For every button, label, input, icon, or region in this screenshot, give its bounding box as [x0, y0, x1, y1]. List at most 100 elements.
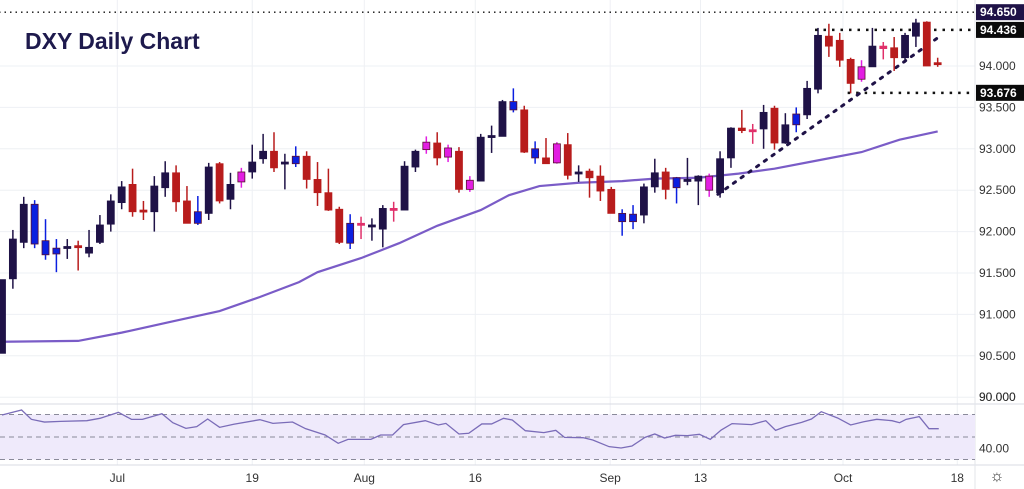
candle — [368, 218, 376, 241]
candle-body — [117, 186, 126, 204]
candle-body — [596, 175, 605, 192]
candle-body — [465, 179, 474, 190]
price-tick-label: 90.500 — [979, 349, 1016, 363]
candle-body — [661, 171, 670, 190]
candle-body — [640, 186, 648, 216]
gear-icon[interactable]: ☼ — [989, 468, 1005, 485]
price-tick-label: 91.500 — [979, 266, 1016, 280]
candle — [422, 136, 431, 154]
candle-body — [128, 184, 137, 213]
time-tick-label: Oct — [834, 471, 853, 485]
price-tick-label: 90.000 — [979, 390, 1016, 404]
candle-body — [183, 200, 191, 224]
candle-body — [444, 147, 452, 158]
candle — [161, 161, 170, 197]
candle — [389, 201, 398, 222]
candle — [248, 144, 257, 179]
candle-body — [378, 208, 387, 230]
candle — [85, 229, 93, 258]
candle-body — [509, 101, 518, 111]
candle-body — [96, 224, 104, 243]
axis-tick-label: 40.00 — [979, 441, 1009, 455]
candle-body — [857, 66, 866, 80]
candle-body — [139, 209, 148, 213]
candle-body — [835, 39, 844, 61]
candle — [237, 167, 246, 188]
candle — [378, 205, 387, 248]
time-tick-label: 16 — [469, 471, 483, 485]
candle-body — [607, 188, 616, 214]
candle — [335, 206, 344, 245]
candle — [650, 158, 659, 193]
level-tag-label: 94.650 — [980, 5, 1017, 19]
candle-body — [291, 155, 300, 165]
candle — [30, 200, 39, 249]
candle-body — [226, 184, 235, 200]
candle-body — [552, 143, 561, 164]
time-tick-label: Aug — [354, 471, 375, 485]
candle — [727, 127, 735, 168]
candle-body — [161, 172, 170, 189]
candle — [128, 168, 137, 217]
candle — [716, 151, 724, 198]
candle — [509, 88, 518, 113]
level-tag — [976, 21, 1024, 38]
candle — [52, 239, 61, 273]
candle — [672, 176, 681, 204]
candle-body — [933, 62, 942, 66]
candle — [640, 183, 648, 224]
candle-body — [0, 279, 6, 354]
candle-body — [400, 165, 409, 211]
candle-body — [781, 124, 790, 144]
candle-body — [901, 34, 909, 59]
axis-tick-label: 90.000 — [979, 390, 1016, 404]
chart-title: DXY Daily Chart — [25, 28, 200, 54]
candle — [280, 153, 289, 190]
time-tick-label: 19 — [246, 471, 260, 485]
candle-body — [498, 101, 507, 137]
candle — [259, 133, 268, 164]
candle-body — [803, 87, 812, 116]
candle — [542, 138, 550, 165]
candle — [835, 32, 844, 67]
candle — [846, 57, 855, 94]
candle — [563, 133, 572, 180]
candle — [792, 107, 801, 133]
candle-body — [172, 172, 180, 203]
candle-body — [574, 171, 583, 175]
candle — [705, 173, 714, 197]
candle — [19, 196, 28, 249]
candle-body — [672, 177, 681, 189]
candle — [574, 165, 583, 182]
candle-body — [694, 175, 703, 182]
price-tick-label: 93.000 — [979, 142, 1016, 156]
candle-body — [248, 161, 257, 173]
candle-body — [8, 238, 17, 280]
candle — [117, 181, 126, 210]
candle-body — [618, 212, 627, 223]
candle — [552, 142, 561, 164]
candle-body — [74, 245, 83, 249]
candle-body — [357, 222, 365, 226]
candle-body — [270, 150, 278, 169]
candle — [770, 105, 779, 150]
candle-body — [302, 155, 311, 180]
candle-body — [455, 150, 463, 190]
candle-body — [85, 246, 93, 254]
candle-body — [63, 246, 72, 249]
level-tag — [976, 84, 1024, 101]
trendline — [716, 36, 940, 196]
candle — [444, 144, 452, 163]
candle — [74, 240, 83, 271]
candle — [183, 186, 191, 224]
candle — [357, 216, 365, 240]
candle — [857, 60, 866, 82]
candle-body — [476, 136, 485, 182]
candle — [465, 176, 474, 192]
candle-body — [487, 135, 496, 138]
candle — [139, 200, 148, 221]
candle-body — [890, 47, 899, 59]
candle-body — [705, 175, 714, 191]
price-tick-label: 94.000 — [979, 59, 1016, 73]
